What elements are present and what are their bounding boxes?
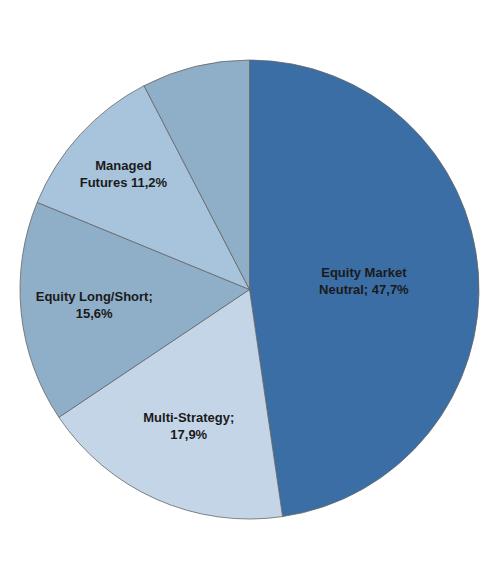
- svg-text:ManagedFutures 11,2%: ManagedFutures 11,2%: [80, 158, 168, 190]
- svg-text:Equity Long/Short;15,6%: Equity Long/Short;15,6%: [36, 289, 153, 321]
- svg-text:Multi-Strategy;17,9%: Multi-Strategy;17,9%: [143, 410, 234, 442]
- svg-text:Equity MarketNeutral; 47,7%: Equity MarketNeutral; 47,7%: [319, 265, 409, 297]
